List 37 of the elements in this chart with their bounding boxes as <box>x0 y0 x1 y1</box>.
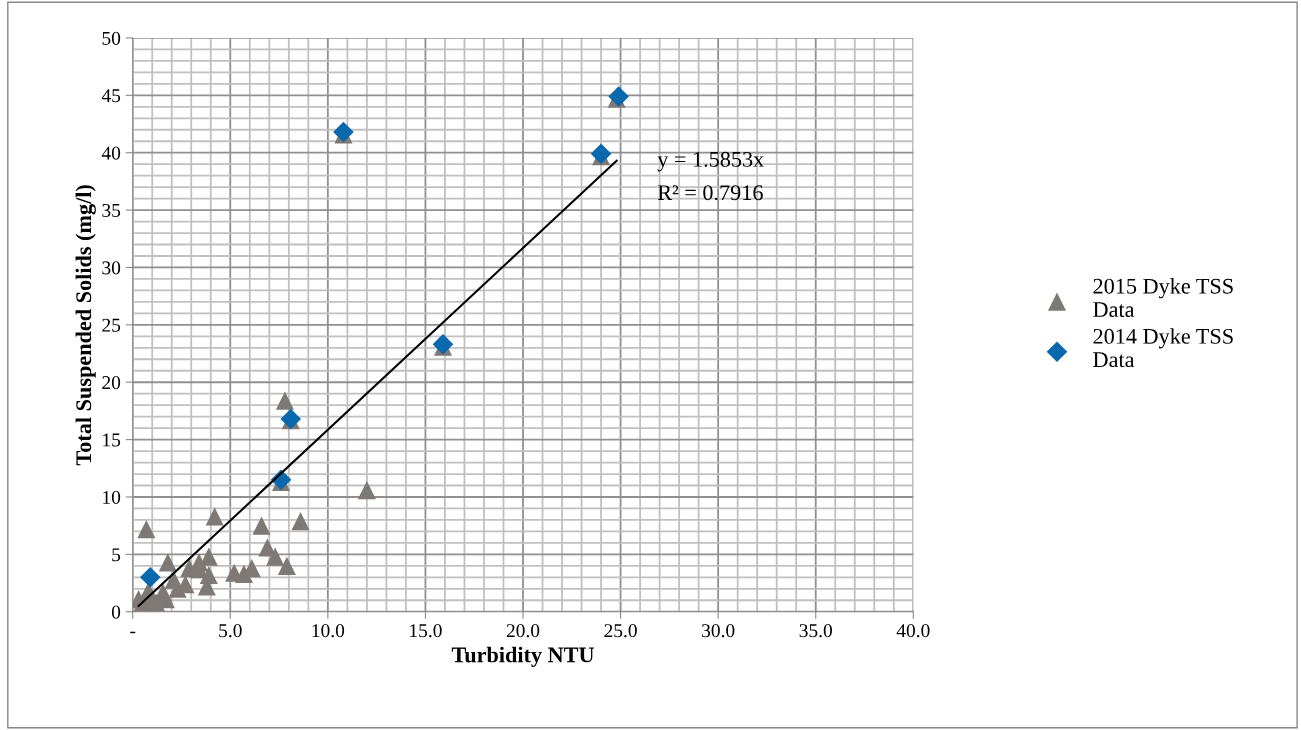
x-tick-label: 30.0 <box>702 624 735 638</box>
y-tick-label: 40 <box>101 146 121 160</box>
legend-label: 2015 Dyke TSS Data <box>1093 278 1233 317</box>
point <box>252 516 271 535</box>
legend-label: 2014 Dyke TSS Data <box>1093 328 1233 368</box>
point <box>158 553 177 572</box>
x-tick-label: 35.0 <box>799 624 832 638</box>
point <box>357 481 376 500</box>
x-tick-label: 10.0 <box>312 624 345 638</box>
y-tick-label: 15 <box>103 433 121 447</box>
annotation: y = 1.5853x <box>657 151 764 172</box>
point <box>164 570 183 589</box>
y-tick-label: 45 <box>101 89 121 103</box>
x-tick-label: 25.0 <box>604 624 637 638</box>
y-tick-label: 35 <box>102 203 121 218</box>
y-tick-label: 10 <box>103 490 121 504</box>
point <box>275 391 294 410</box>
point <box>277 556 296 575</box>
y-tick-label: 5 <box>112 548 121 562</box>
x-tick-label: 20.0 <box>506 624 540 638</box>
point <box>291 512 310 531</box>
x-tick-label: - <box>130 631 136 634</box>
y-axis-title: Total Suspended Solids (mg/l) <box>75 185 96 466</box>
y-tick-label: 20 <box>102 376 121 390</box>
x-axis-title: Turbidity NTU <box>451 646 594 667</box>
point <box>205 507 224 526</box>
point <box>137 520 156 539</box>
annotation: R² = 0.7916 <box>657 185 763 201</box>
y-tick-label: 0 <box>111 605 121 619</box>
y-tick-label: 30 <box>102 261 121 275</box>
x-tick-label: 15.0 <box>410 624 442 638</box>
x-tick-label: 40.0 <box>896 624 930 638</box>
point <box>266 547 285 566</box>
point <box>139 567 161 588</box>
y-tick-label: 25 <box>102 318 121 332</box>
y-tick-label: 50 <box>102 31 121 45</box>
x-tick-label: 5.0 <box>219 624 242 638</box>
